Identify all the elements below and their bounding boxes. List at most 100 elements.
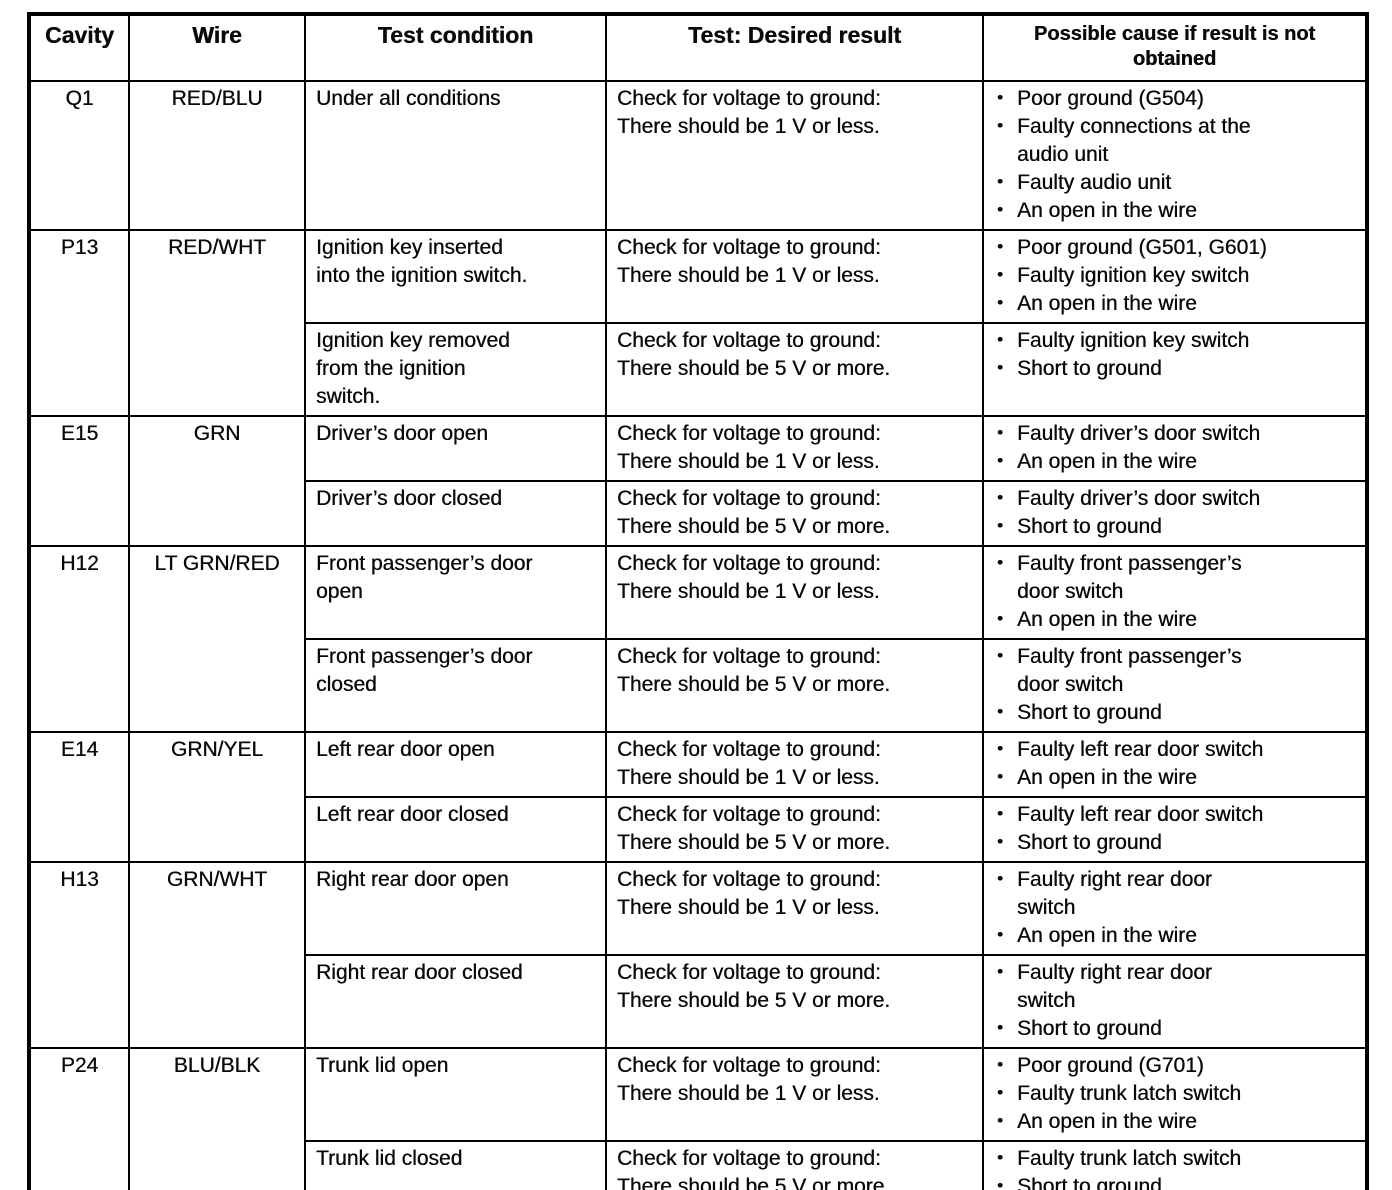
condition-cell: Front passenger’s door open <box>304 545 607 640</box>
condition-cell: Ignition key inserted into the ignition … <box>304 229 607 324</box>
cavity-cell: P13 <box>28 229 130 417</box>
result-cell: Check for voltage to ground: There shoul… <box>605 1047 984 1142</box>
causes-list: • Faulty left rear door switch • An open in… <box>990 736 1355 792</box>
cause-item: • Faulty driver’s door switch <box>990 485 1355 513</box>
condition-cell: Driver’s door open <box>304 415 607 482</box>
cause-item: • Short to ground <box>990 1015 1355 1043</box>
result-cell: Check for voltage to ground: There shoul… <box>605 545 984 640</box>
cause-text: Faulty audio unit <box>1017 171 1172 194</box>
cause-item: • An open in the wire <box>990 764 1355 792</box>
cause-text: Faulty ignition key switch <box>1017 329 1250 352</box>
test-row: Left rear door closed Check for voltage t… <box>29 796 1368 863</box>
cause-item: • An open in the wire <box>990 197 1355 225</box>
bullet-marker: • <box>997 1176 1003 1190</box>
bullet-marker: • <box>997 832 1003 851</box>
col-header-cavity: Cavity <box>28 13 130 82</box>
cause-item: • Short to ground <box>990 829 1355 857</box>
condition-cell: Front passenger’s door closed <box>304 638 607 733</box>
causes-list: • Poor ground (G501, G601) • Faulty ignitio… <box>990 234 1355 318</box>
cause-item: • Faulty driver’s door switch <box>990 420 1355 448</box>
cause-text: Faulty front passenger’s door switch <box>1017 645 1242 696</box>
bullet-marker: • <box>997 739 1003 758</box>
cause-item: • An open in the wire <box>990 1108 1355 1136</box>
cause-text: An open in the wire <box>1017 924 1197 947</box>
condition-cell: Right rear door closed <box>304 954 607 1049</box>
test-row: Driver’s door closed Check for voltage to… <box>29 480 1368 547</box>
test-row: Right rear door closed Check for voltage … <box>29 954 1368 1049</box>
cause-text: Faulty left rear door switch <box>1017 803 1264 826</box>
cause-item: • Poor ground (G501, G601) <box>990 234 1355 262</box>
test-row: H13 GRN/WHT Right rear door open Check for … <box>28 861 1368 1049</box>
bullet-marker: • <box>997 423 1003 442</box>
cause-item: • Short to ground <box>990 1173 1355 1190</box>
bullet-marker: • <box>997 925 1003 944</box>
cause-item: • Faulty front passenger’s door switch <box>990 550 1355 606</box>
bullet-marker: • <box>997 1018 1003 1037</box>
causes-list: • Poor ground (G504) • Faulty connections a… <box>990 85 1355 225</box>
test-row: P24 BLU/BLK Trunk lid open Check for voltag… <box>28 1047 1368 1190</box>
bullet-marker: • <box>997 516 1003 535</box>
test-row: P13 RED/WHT Ignition key inserted into the… <box>28 229 1368 417</box>
cause-item: • Faulty audio unit <box>990 169 1355 197</box>
cause-item: • An open in the wire <box>990 922 1355 950</box>
result-cell: Check for voltage to ground: There shoul… <box>605 861 984 956</box>
bullet-marker: • <box>997 172 1003 191</box>
result-cell: Check for voltage to ground: There shoul… <box>605 796 984 863</box>
causes-cell: • Faulty trunk latch switch • Short to grou… <box>982 1140 1368 1190</box>
causes-list: • Faulty front passenger’s door switch • Sh… <box>990 643 1355 727</box>
bullet-marker: • <box>997 1055 1003 1074</box>
test-row: Front passenger’s door closed Check for v… <box>29 638 1368 733</box>
causes-cell: • Faulty right rear door switch • An open i… <box>982 861 1368 956</box>
bullet-marker: • <box>997 237 1003 256</box>
result-cell: Check for voltage to ground: There shoul… <box>605 229 984 324</box>
connector-test-table: Cavity Wire Test condition Test: Desired… <box>27 12 1369 1190</box>
header-row: Cavity Wire Test condition Test: Desired… <box>28 13 1368 82</box>
bullet-marker: • <box>997 1083 1003 1102</box>
test-row: E14 GRN/YEL Left rear door open Check for v… <box>28 731 1368 863</box>
cause-item: • Faulty ignition key switch <box>990 327 1355 355</box>
wire-cell: LT GRN/RED <box>128 545 306 733</box>
cause-item: • An open in the wire <box>990 448 1355 476</box>
result-cell: Check for voltage to ground: There shoul… <box>605 322 984 417</box>
cause-text: An open in the wire <box>1017 450 1197 473</box>
cause-text: Faulty ignition key switch <box>1017 264 1250 287</box>
test-row: H12 LT GRN/RED Front passenger’s door open… <box>28 545 1368 733</box>
cause-item: • Faulty trunk latch switch <box>990 1080 1355 1108</box>
causes-cell: • Poor ground (G701) • Faulty trunk latch s… <box>982 1047 1368 1142</box>
cause-text: An open in the wire <box>1017 608 1197 631</box>
wire-cell: GRN/YEL <box>128 731 306 863</box>
bullet-marker: • <box>997 293 1003 312</box>
bullet-marker: • <box>997 804 1003 823</box>
cause-text: Short to ground <box>1017 515 1162 538</box>
causes-list: • Faulty left rear door switch • Short to g… <box>990 801 1355 857</box>
causes-cell: • Poor ground (G501, G601) • Faulty ignitio… <box>982 229 1368 324</box>
result-cell: Check for voltage to ground: There shoul… <box>605 731 984 798</box>
cause-item: • An open in the wire <box>990 606 1355 634</box>
result-cell: Check for voltage to ground: There shoul… <box>605 80 984 231</box>
result-cell: Check for voltage to ground: There shoul… <box>605 480 984 547</box>
cause-item: • Faulty right rear door switch <box>990 959 1355 1015</box>
causes-cell: • Faulty driver’s door switch • An open in … <box>982 415 1368 482</box>
cause-text: Short to ground <box>1017 701 1162 724</box>
result-cell: Check for voltage to ground: There shoul… <box>605 638 984 733</box>
cavity-cell: H13 <box>28 861 130 1049</box>
causes-cell: • Faulty left rear door switch • Short to g… <box>982 796 1368 863</box>
bullet-marker: • <box>997 358 1003 377</box>
test-row: Trunk lid closed Check for voltage to gro… <box>29 1140 1368 1190</box>
causes-cell: • Faulty left rear door switch • An open in… <box>982 731 1368 798</box>
cavity-cell: E14 <box>28 731 130 863</box>
condition-cell: Left rear door closed <box>304 796 607 863</box>
cause-text: Poor ground (G504) <box>1017 87 1204 110</box>
cause-text: Faulty front passenger’s door switch <box>1017 552 1242 603</box>
cause-text: Faulty connections at the audio unit <box>1017 115 1251 166</box>
causes-list: • Poor ground (G701) • Faulty trunk latch s… <box>990 1052 1355 1136</box>
bullet-marker: • <box>997 451 1003 470</box>
cause-item: • Faulty connections at the audio unit <box>990 113 1355 169</box>
causes-list: • Faulty right rear door switch • An open i… <box>990 866 1355 950</box>
causes-list: • Faulty ignition key switch • Short to gro… <box>990 327 1355 383</box>
bullet-marker: • <box>997 488 1003 507</box>
cause-text: An open in the wire <box>1017 199 1197 222</box>
causes-list: • Faulty trunk latch switch • Short to grou… <box>990 1145 1355 1190</box>
test-row: Ignition key removed from the ignition s… <box>29 322 1368 417</box>
bullet-marker: • <box>997 702 1003 721</box>
